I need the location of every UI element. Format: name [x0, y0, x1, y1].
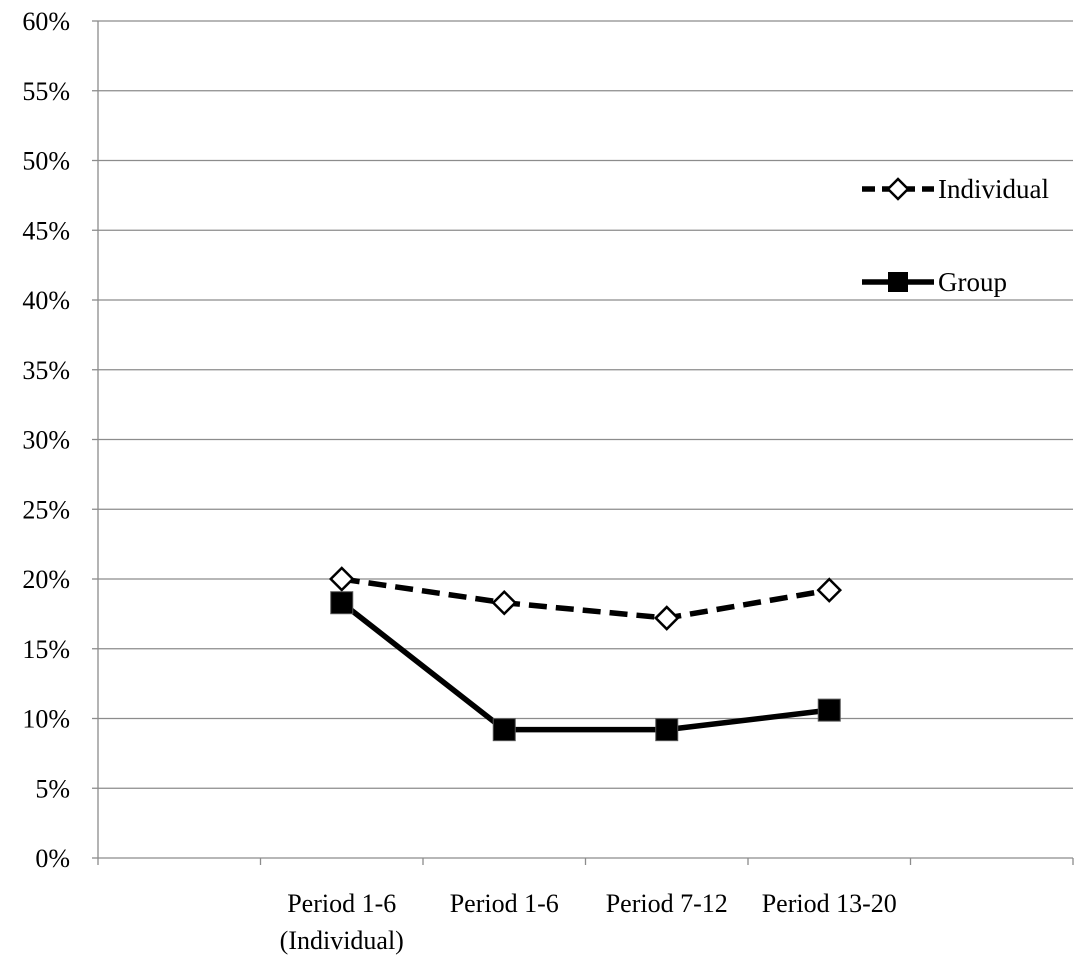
gridlines	[98, 20, 1073, 789]
x-tick-label: Period 1-6	[450, 889, 559, 918]
y-tick-label: 10%	[22, 705, 70, 734]
y-tick-label: 5%	[35, 774, 70, 803]
y-tick-label: 55%	[22, 77, 70, 106]
legend-marker	[888, 272, 908, 292]
y-tick-label: 60%	[22, 7, 70, 36]
data-point	[492, 718, 516, 742]
x-tick-label: (Individual)	[280, 926, 404, 955]
legend-label: Group	[938, 267, 1007, 297]
series-individual	[328, 566, 843, 631]
y-tick-label: 30%	[22, 426, 70, 455]
legend-marker	[886, 177, 910, 201]
legend-item-group: Group	[862, 267, 1007, 297]
series-line	[340, 600, 830, 733]
y-tick-label: 15%	[22, 635, 70, 664]
y-tick-label: 40%	[22, 286, 70, 315]
series-group	[328, 566, 843, 742]
y-tick-label: 0%	[35, 844, 70, 873]
data-point	[653, 605, 680, 631]
data-point	[816, 577, 843, 603]
y-tick-label: 25%	[22, 495, 70, 524]
y-tick-labels: 0% 5% 10% 15% 20% 25% 30% 35% 40% 45% 50% 55% 60%	[22, 7, 70, 873]
data-point	[655, 718, 679, 742]
x-tick-label: Period 13-20	[762, 889, 897, 918]
axes	[92, 20, 1074, 865]
y-tick-label: 45%	[22, 216, 70, 245]
legend-item-individual: Individual	[862, 174, 1049, 204]
y-tick-label: 20%	[22, 565, 70, 594]
y-tick-label: 50%	[22, 147, 70, 176]
x-tick-labels: Period 1-6 (Individual) Period 1-6 Period 7…	[280, 889, 897, 955]
legend-label: Individual	[938, 174, 1049, 204]
data-point	[491, 589, 518, 616]
series-group	[330, 591, 841, 742]
data-point	[330, 591, 354, 615]
data-point	[817, 698, 841, 722]
y-tick-label: 35%	[22, 356, 70, 385]
x-tick-label: Period 7-12	[606, 889, 728, 918]
legend: Individual Group	[862, 174, 1049, 297]
series-line	[341, 576, 830, 621]
data-point	[328, 566, 355, 592]
x-tick-label: Period 1-6	[287, 889, 396, 918]
